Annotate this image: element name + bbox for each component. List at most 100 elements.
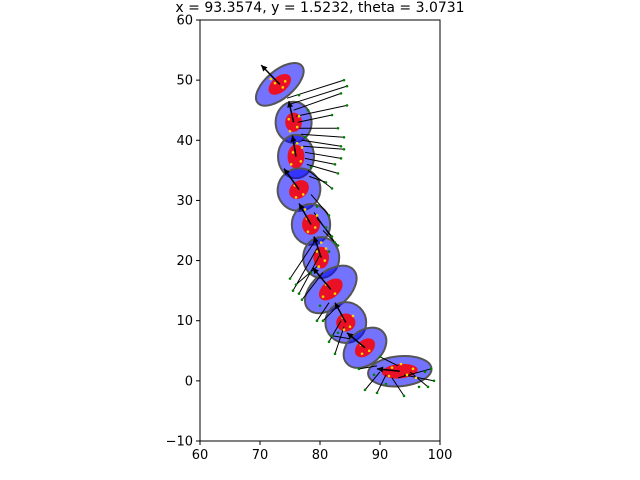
lidar-ray	[300, 133, 345, 138]
lidar-point	[330, 187, 334, 190]
lidar-point	[342, 148, 346, 151]
pose-arrow-head	[284, 168, 290, 176]
particle-point	[287, 117, 291, 121]
particle-point	[291, 151, 295, 154]
particle-point	[414, 376, 418, 380]
lidar-ray	[316, 218, 333, 237]
lidar-ray	[403, 374, 435, 382]
x-tick-label: 80	[312, 448, 329, 463]
lidar-point	[378, 355, 382, 359]
lidar-point	[300, 298, 304, 301]
x-tick-label: 100	[428, 448, 453, 463]
lidar-ray	[358, 365, 378, 370]
lidar-ray	[307, 169, 333, 189]
lidar-ray	[289, 242, 315, 279]
particle-point	[273, 81, 277, 85]
pose-arrow-head	[287, 101, 294, 108]
lidar-ray	[297, 114, 333, 123]
particle-point	[283, 80, 287, 83]
particle-point	[297, 114, 301, 118]
lidar-point	[429, 367, 433, 371]
lidar-point	[330, 334, 334, 338]
x-axis: 60 70 80 90 100	[192, 441, 453, 463]
lidar-ray	[409, 371, 429, 388]
lidar-point	[342, 78, 346, 82]
lidar-point	[330, 235, 334, 238]
particle-point	[295, 141, 299, 145]
particle-point	[288, 129, 292, 133]
particle-point	[342, 328, 346, 332]
lidar-ray	[303, 145, 345, 150]
lidar-point	[291, 289, 295, 292]
y-tick-label: 50	[176, 74, 193, 89]
lidar-point	[324, 226, 328, 229]
lidar-point	[342, 135, 346, 139]
particle-point	[319, 241, 323, 244]
lidar-point	[309, 271, 313, 274]
y-tick-label: 10	[176, 314, 193, 329]
lidar-point	[297, 292, 301, 295]
lidar-ray	[379, 356, 399, 367]
x-tick-label: 70	[252, 448, 269, 463]
lidar-point	[339, 157, 343, 160]
lidar-point	[336, 331, 340, 335]
particle-point	[367, 349, 371, 353]
particle-point	[313, 226, 317, 229]
particle-point	[399, 362, 403, 366]
lidar-point	[372, 373, 376, 377]
lidar-ray	[397, 368, 432, 379]
lidar-point	[327, 250, 331, 253]
lidar-point	[357, 367, 361, 371]
particle-point	[306, 230, 310, 234]
particle-point	[387, 374, 391, 378]
lidar-point	[402, 394, 406, 398]
lidar-ray	[328, 320, 342, 343]
lidar-ray	[391, 377, 405, 397]
lidar-ray	[304, 151, 342, 159]
lidar-point	[327, 340, 331, 344]
particle-point	[405, 373, 409, 377]
lidar-point	[330, 113, 334, 117]
lidar-point	[318, 304, 322, 307]
particle-point	[315, 250, 319, 253]
lidar-point	[315, 319, 319, 323]
particle-point	[303, 208, 307, 211]
y-tick-label: 60	[176, 14, 193, 29]
lidar-ray	[295, 104, 348, 117]
y-axis: −10 0 10 20 30 40 50 60	[166, 14, 200, 450]
lidar-ray	[289, 85, 348, 105]
pose-arrow-head	[377, 366, 384, 373]
lidar-rays	[286, 79, 435, 397]
x-tick-label: 90	[372, 448, 389, 463]
chart-title: x = 93.3574, y = 1.5232, theta = 3.0731	[175, 0, 464, 16]
y-tick-label: −10	[166, 435, 193, 450]
lidar-point	[336, 172, 340, 175]
lidar-point	[303, 135, 307, 139]
lidar-point	[345, 104, 349, 107]
lidar-ray	[301, 272, 324, 300]
particle-point	[301, 193, 305, 196]
lidar-point	[297, 93, 301, 97]
particle-point	[351, 314, 355, 318]
lidar-ray	[286, 79, 345, 99]
lidar-ray	[376, 374, 387, 394]
particle-point	[281, 86, 285, 89]
pose-arrows	[260, 64, 400, 373]
lidar-ray	[298, 254, 321, 294]
lidar-point	[333, 352, 337, 356]
lidar-point	[339, 145, 343, 148]
particle-point	[323, 259, 327, 262]
lidar-point	[426, 385, 430, 389]
lidar-ray	[306, 163, 339, 174]
lidar-ray	[322, 308, 336, 322]
pose-arrow-head	[335, 302, 341, 310]
particle-point	[360, 352, 364, 356]
lidar-point	[324, 181, 328, 184]
pose-arrow-head	[347, 332, 354, 339]
lidar-points	[288, 78, 436, 398]
lidar-ray	[364, 371, 381, 391]
pose-arrow-head	[312, 267, 319, 275]
lidar-point	[321, 319, 325, 323]
lidar-ray	[310, 194, 330, 216]
